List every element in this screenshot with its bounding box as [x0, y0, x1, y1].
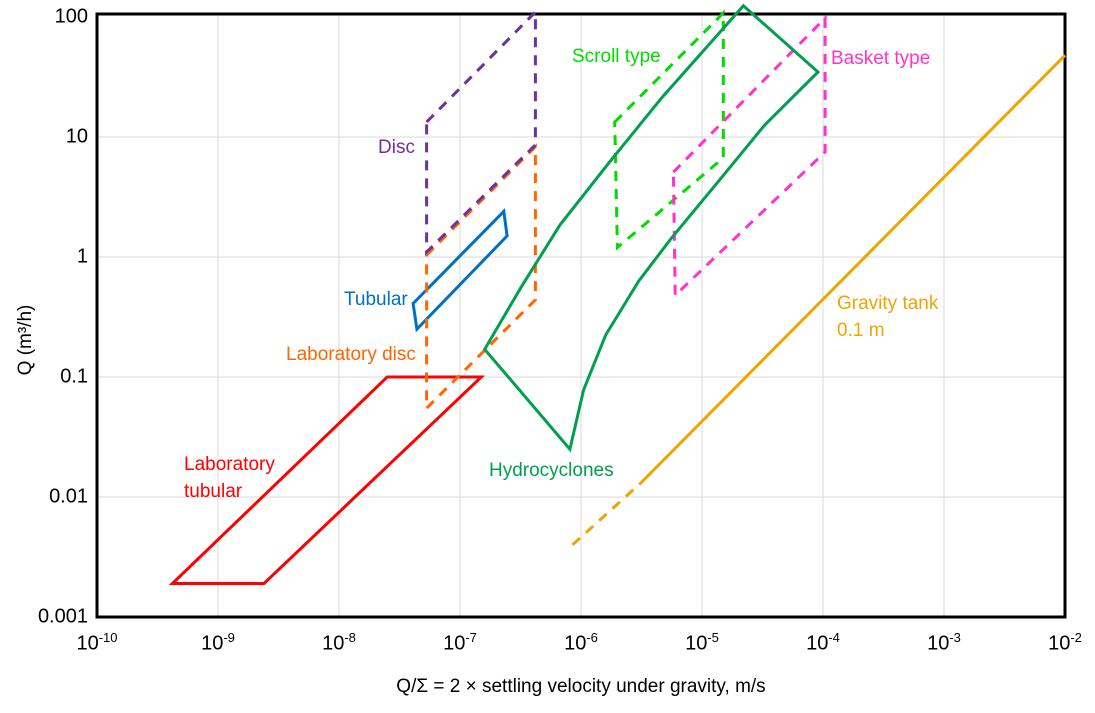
y-axis-title: Q (m³/h)	[15, 304, 36, 376]
region-tubular	[411, 208, 509, 333]
label-tubular: Tubular	[344, 289, 408, 310]
x-tick-label: 10-9	[201, 630, 235, 655]
y-tick-label: 100	[54, 5, 88, 28]
y-tick-label: 0.001	[37, 605, 88, 628]
x-axis-title: Q/Σ = 2 × settling velocity under gravit…	[396, 676, 766, 697]
label-scroll-type: Scroll type	[572, 46, 661, 67]
plot-frame	[95, 12, 1067, 619]
label-laboratory-tubular: Laboratory tubular	[184, 454, 275, 502]
region-gravity-tank-0-1-m	[571, 482, 642, 546]
x-tick-label: 10-5	[685, 630, 719, 655]
region-hydrocyclones	[482, 3, 821, 453]
y-tick-label: 1	[76, 245, 88, 268]
x-tick-label: 10-10	[76, 630, 118, 655]
x-tick-label: 10-8	[322, 630, 356, 655]
label-disc: Disc	[378, 137, 415, 158]
region-gravity-tank-0-1-m	[639, 54, 1067, 485]
label-basket-type: Basket type	[831, 48, 931, 69]
y-tick-label: 0.01	[49, 485, 88, 508]
region-basket-type	[671, 14, 827, 299]
x-tick-label: 10-3	[927, 630, 961, 655]
label-hydrocyclones: Hydrocyclones	[489, 460, 614, 481]
label-gravity-tank: Gravity tank 0.1 m	[837, 293, 939, 341]
region-laboratory-disc	[425, 143, 537, 412]
y-tick-label: 0.1	[60, 365, 88, 388]
region-disc	[425, 8, 537, 256]
x-tick-label: 10-7	[443, 630, 477, 655]
x-tick-label: 10-6	[564, 630, 598, 655]
x-tick-label: 10-2	[1048, 630, 1082, 655]
y-tick-label: 10	[65, 125, 88, 148]
region-laboratory-tubular	[168, 375, 486, 585]
x-tick-label: 10-4	[806, 630, 840, 655]
label-laboratory-disc: Laboratory disc	[286, 344, 416, 365]
